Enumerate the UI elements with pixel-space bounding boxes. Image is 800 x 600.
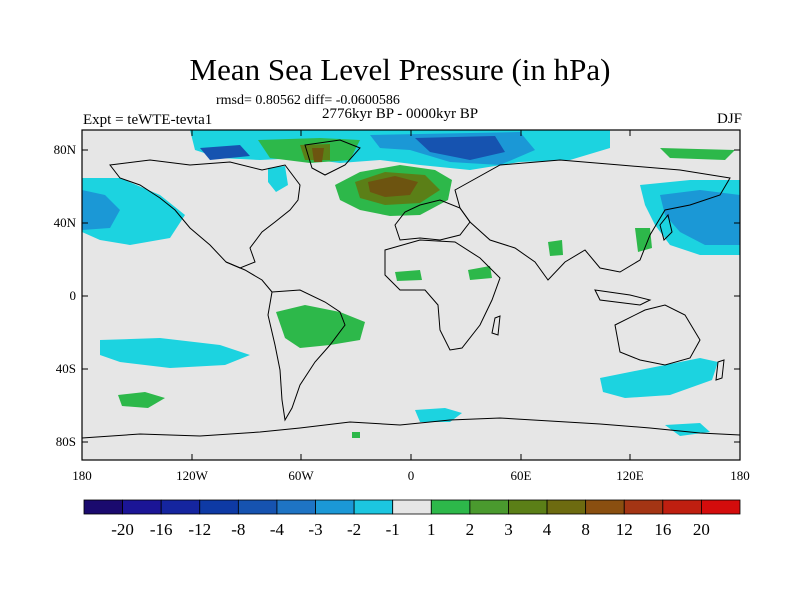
- canada-blue-patch: [268, 166, 288, 192]
- x-label-180-east: 180: [730, 468, 750, 483]
- colorbar-label: 16: [654, 520, 672, 539]
- x-label-120e: 120E: [616, 468, 644, 483]
- new-zealand-coastline: [715, 359, 725, 381]
- north-pacific-west-blue: [82, 190, 120, 230]
- colorbar-swatch: [623, 499, 664, 515]
- colorbar-swatch: [353, 499, 394, 515]
- south-pacific-green-patch: [118, 392, 165, 408]
- colorbar: [83, 499, 741, 515]
- colorbar-swatch: [662, 499, 702, 515]
- indonesia-coastline: [594, 289, 652, 306]
- season-label: DJF: [716, 111, 742, 127]
- southern-ocean-light-blue-band: [600, 358, 718, 398]
- asia-coastline: [454, 159, 731, 281]
- north-atlantic-brown-region: [368, 176, 418, 197]
- period-label: 2776kyr BP - 0000kyr BP: [322, 106, 479, 122]
- colorbar-swatch: [199, 499, 239, 515]
- madagascar-coastline: [491, 315, 501, 336]
- colorbar-swatch: [585, 499, 625, 515]
- antarctic-green-dot: [352, 432, 360, 438]
- colorbar-swatch: [276, 499, 316, 515]
- colorbar-label: 3: [504, 520, 513, 539]
- central-america-coastline: [225, 261, 273, 293]
- arctic-dark-blue-region-2: [200, 145, 250, 160]
- east-africa-green-patch: [468, 266, 492, 280]
- japan-coastline: [659, 213, 673, 241]
- colorbar-label: -4: [269, 520, 285, 539]
- colorbar-label: 2: [465, 520, 475, 539]
- colorbar-swatch: [469, 499, 509, 515]
- north-pacific-west-light-blue: [82, 178, 185, 245]
- greenland-coastline: [304, 139, 361, 176]
- x-label-180-west: 180: [72, 468, 92, 483]
- colorbar-label: -2: [347, 520, 362, 539]
- colorbar-swatch: [160, 499, 201, 515]
- x-label-0: 0: [407, 468, 415, 483]
- x-label-120w: 120W: [176, 468, 208, 483]
- colorbar-swatch: [237, 499, 278, 515]
- colorbar-label: -12: [188, 520, 212, 539]
- experiment-label: Expt = teWTE-tevta1: [83, 112, 213, 128]
- x-label-60w: 60W: [288, 468, 314, 483]
- x-axis-ticks: [81, 130, 741, 460]
- south-america-coastline: [267, 289, 346, 422]
- arctic-brown-patch: [312, 148, 324, 162]
- statistics-label: rmsd= 0.80562 diff= -0.0600586: [216, 93, 400, 108]
- india-green-patch: [548, 240, 563, 256]
- colorbar-label: 1: [427, 520, 436, 539]
- arctic-green-patch-east: [660, 148, 735, 160]
- y-label-40s: 40S: [55, 361, 76, 376]
- colorbar-label: 8: [581, 520, 590, 539]
- colorbar-swatch: [315, 499, 355, 515]
- coastlines: [81, 139, 741, 439]
- y-label-0: 0: [69, 288, 77, 303]
- colorbar-label: -3: [308, 520, 323, 539]
- colorbar-label: -16: [149, 520, 173, 539]
- colorbar-swatch: [508, 499, 548, 515]
- colorbar-label: -1: [385, 520, 400, 539]
- anomaly-fills: [82, 130, 740, 438]
- colorbar-swatch: [122, 499, 162, 515]
- y-label-40n: 40N: [53, 215, 76, 230]
- colorbar-label: -20: [111, 520, 134, 539]
- colorbar-swatch: [701, 499, 741, 515]
- x-label-60e: 60E: [510, 468, 532, 483]
- north-pacific-east-blue: [660, 190, 740, 245]
- antarctica-coastline: [81, 417, 741, 439]
- colorbar-swatch: [83, 499, 123, 515]
- sahara-green-patch: [395, 270, 422, 281]
- south-pacific-light-blue-band: [100, 338, 250, 368]
- south-america-green-region: [276, 305, 365, 348]
- colorbar-swatch: [392, 499, 432, 515]
- africa-coastline: [384, 239, 501, 351]
- colorbar-label: 20: [692, 520, 710, 539]
- colorbar-label: 12: [615, 520, 633, 539]
- arctic-dark-blue-region: [415, 136, 505, 160]
- colorbar-swatch: [430, 499, 471, 515]
- north-america-coastline: [109, 159, 301, 269]
- colorbar-label: -8: [231, 520, 246, 539]
- colorbar-label: 4: [542, 520, 552, 539]
- east-asia-green-patch: [635, 228, 652, 252]
- y-axis-ticks: [82, 149, 740, 443]
- south-atlantic-light-blue-patch: [415, 408, 462, 422]
- y-label-80n: 80N: [53, 142, 76, 157]
- colorbar-swatch: [546, 499, 587, 515]
- australia-coastline: [614, 304, 701, 366]
- map-title: Mean Sea Level Pressure (in hPa): [189, 52, 611, 87]
- y-label-80s: 80S: [55, 434, 76, 449]
